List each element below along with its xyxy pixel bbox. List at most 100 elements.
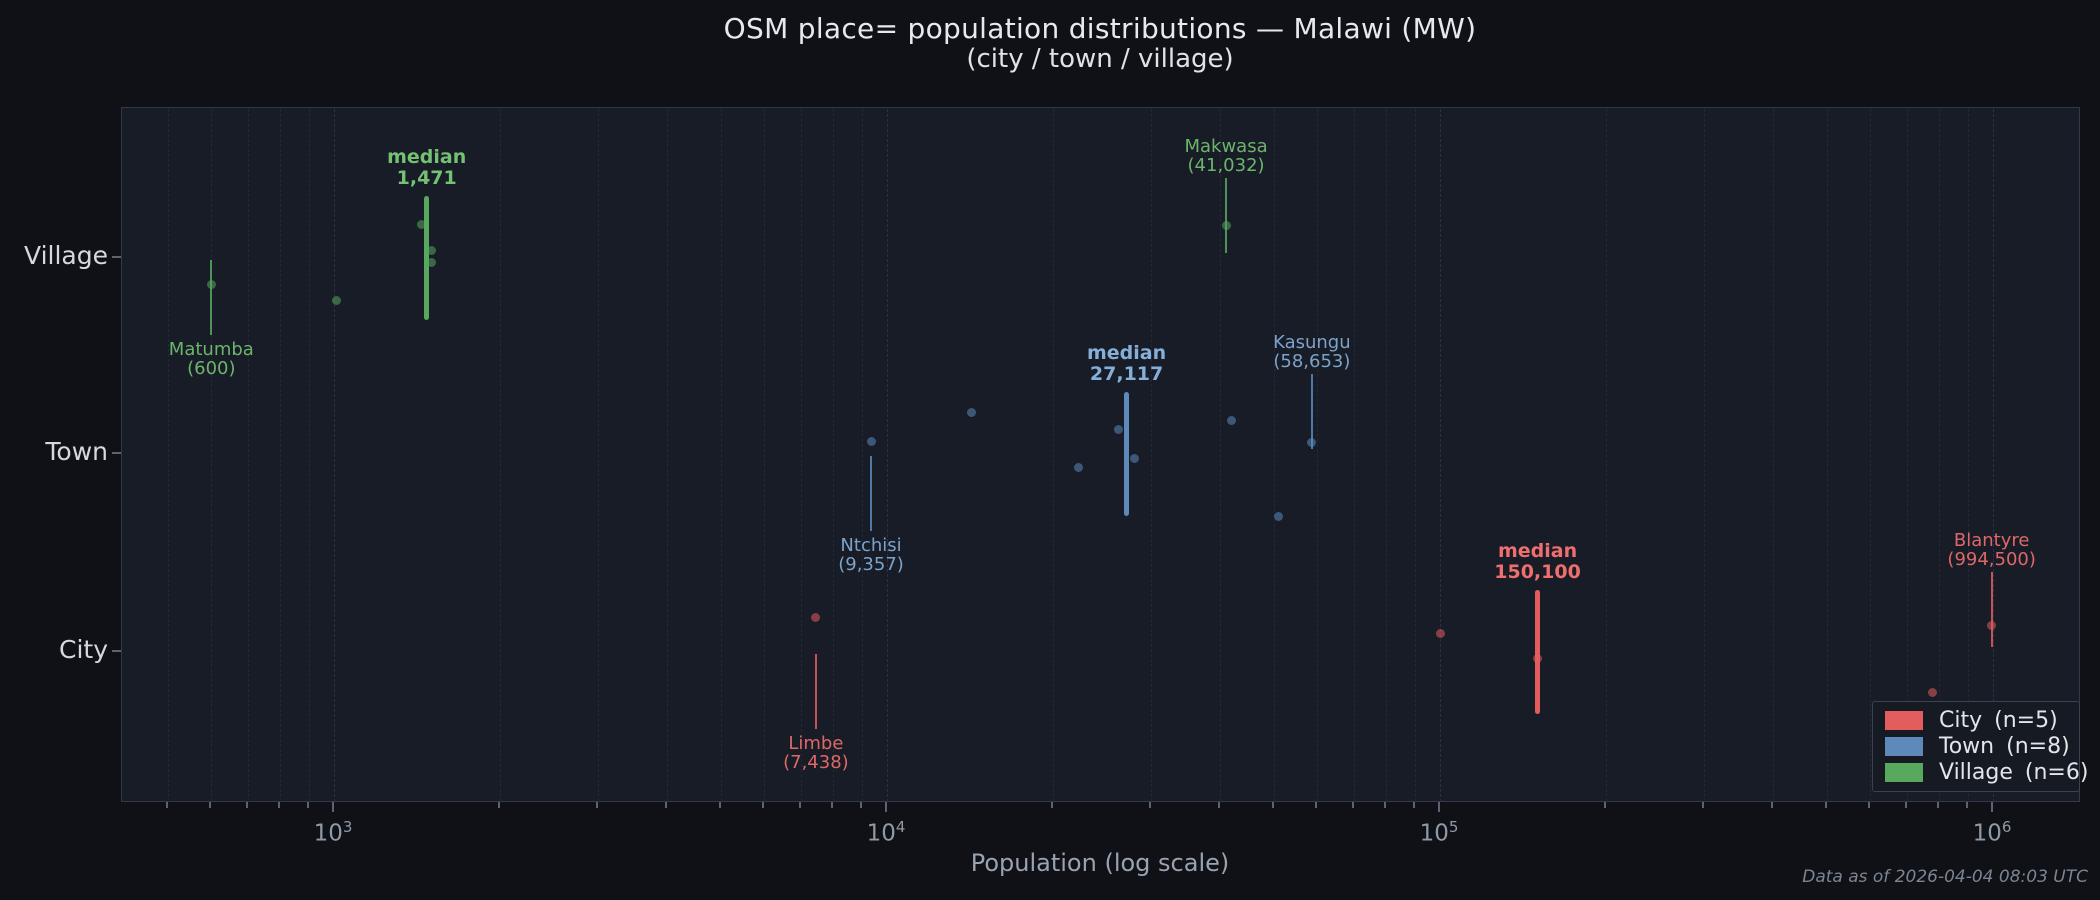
- legend-label: Village: [1939, 760, 2013, 786]
- gridline: [1273, 109, 1275, 802]
- gridline: [1354, 109, 1356, 802]
- town-median-line: [1124, 392, 1130, 516]
- village-data-point: [331, 295, 341, 305]
- x-tick-mark: [1148, 802, 1151, 808]
- city-median-line: [1535, 590, 1541, 714]
- x-tick-label: 104: [866, 818, 906, 847]
- gridline: [720, 109, 722, 802]
- legend-item-town: Town (n=8): [1885, 733, 2070, 759]
- x-tick-mark: [1604, 802, 1607, 808]
- x-tick-mark: [762, 802, 765, 808]
- gridline: [1870, 109, 1872, 802]
- x-tick-label: 106: [1972, 818, 2012, 847]
- village-data-point: [417, 219, 427, 229]
- y-tick-label-town: Town: [45, 437, 108, 466]
- gridline: [1317, 109, 1319, 802]
- x-tick-mark: [718, 802, 721, 808]
- x-tick-mark: [1937, 802, 1940, 808]
- annotation-label-makwasa: Makwasa (41,032): [1184, 136, 1268, 176]
- x-tick-mark: [1701, 802, 1704, 808]
- annotation-label-matumba: Matumba (600): [168, 339, 254, 379]
- x-axis-label: Population (log scale): [970, 849, 1230, 877]
- gridline: [1939, 109, 1941, 802]
- village-median-label: median 1,471: [387, 146, 467, 189]
- x-tick-mark: [306, 802, 309, 808]
- legend-count: (n=8): [2006, 733, 2070, 759]
- gridline: [308, 109, 310, 802]
- x-tick-mark: [1770, 802, 1773, 808]
- x-tick-mark: [165, 802, 168, 808]
- city-data-point: [1533, 653, 1543, 663]
- y-tick-mark: [112, 650, 121, 652]
- gridline: [1826, 109, 1828, 802]
- x-tick-mark: [1965, 802, 1968, 808]
- legend-item-village: Village (n=6): [1885, 760, 2088, 786]
- y-tick-mark: [112, 452, 121, 454]
- annotation-leader-ntchisi: [870, 456, 873, 531]
- annotation-label-blantyre: Blantyre (994,500): [1947, 530, 2036, 570]
- village-data-point: [426, 257, 436, 267]
- gridline: [666, 109, 668, 802]
- gridline: [833, 109, 835, 802]
- town-data-point: [866, 436, 876, 446]
- x-tick-mark: [885, 802, 887, 812]
- gridline: [211, 109, 213, 802]
- x-tick-mark: [1271, 802, 1274, 808]
- legend: City (n=5) Town (n=8) Village (n=6): [1872, 701, 2088, 792]
- x-tick-mark: [1438, 802, 1440, 812]
- y-tick-mark: [112, 256, 121, 258]
- gridline: [500, 109, 502, 802]
- gridline: [280, 109, 282, 802]
- annotation-label-limbe: Limbe (7,438): [783, 733, 849, 773]
- gridline: [1414, 109, 1416, 802]
- x-tick-mark: [664, 802, 667, 808]
- gridline: [1967, 109, 1969, 802]
- village-swatch-icon: [1885, 763, 1923, 783]
- legend-count: (n=6): [2024, 760, 2089, 786]
- legend-label: City: [1939, 707, 1983, 733]
- gridline: [887, 109, 888, 802]
- annotation-leader-limbe: [814, 654, 817, 729]
- gridline: [1993, 109, 1994, 802]
- x-tick-mark: [1991, 802, 1993, 812]
- annotation-label-kasungu: Kasungu (58,653): [1273, 332, 1351, 372]
- annotation-label-ntchisi: Ntchisi (9,357): [838, 535, 904, 575]
- x-tick-mark: [859, 802, 862, 808]
- town-data-point: [966, 407, 976, 417]
- chart-subtitle: (city / town / village): [966, 44, 1234, 74]
- gridline: [1907, 109, 1909, 802]
- town-data-point: [1227, 415, 1237, 425]
- x-tick-mark: [278, 802, 281, 808]
- x-tick-label: 105: [1419, 818, 1459, 847]
- annotation-leader-blantyre: [1990, 572, 1993, 647]
- town-data-point: [1129, 453, 1139, 463]
- city-data-point: [1435, 628, 1445, 638]
- gridline: [764, 109, 766, 802]
- gridline: [167, 109, 169, 802]
- village-data-point: [426, 245, 436, 255]
- x-tick-mark: [1352, 802, 1355, 808]
- x-tick-mark: [799, 802, 802, 808]
- x-tick-mark: [1384, 802, 1387, 808]
- town-median-label: median 27,117: [1087, 342, 1167, 385]
- y-tick-label-village: Village: [24, 241, 108, 270]
- village-median-line: [424, 196, 430, 320]
- x-tick-mark: [1905, 802, 1908, 808]
- gridline: [1703, 109, 1705, 802]
- city-swatch-icon: [1885, 710, 1923, 730]
- y-tick-label-city: City: [59, 635, 108, 664]
- gridline: [1440, 109, 1441, 802]
- x-tick-mark: [498, 802, 501, 808]
- annotation-leader-matumba: [210, 260, 213, 335]
- legend-item-city: City (n=5): [1885, 707, 2067, 733]
- gridline: [1772, 109, 1774, 802]
- town-data-point: [1074, 462, 1084, 472]
- annotation-leader-makwasa: [1225, 178, 1228, 253]
- x-tick-mark: [1217, 802, 1220, 808]
- town-swatch-icon: [1885, 736, 1923, 756]
- city-median-label: median 150,100: [1494, 540, 1581, 583]
- x-tick-mark: [246, 802, 249, 808]
- gridline: [1606, 109, 1608, 802]
- x-tick-label: 103: [313, 818, 353, 847]
- gridline: [861, 109, 863, 802]
